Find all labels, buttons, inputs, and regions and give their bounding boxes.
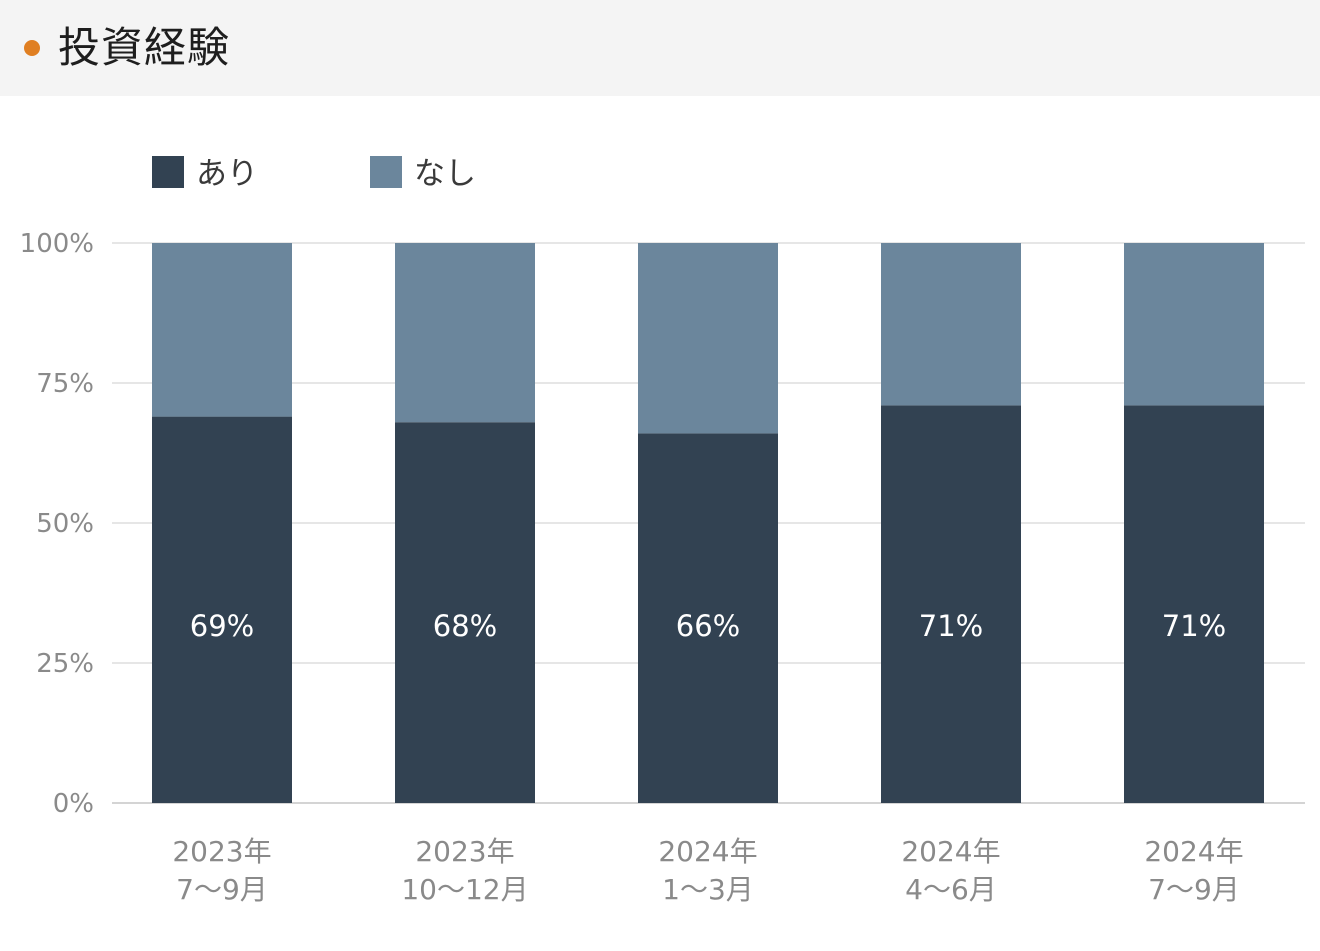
bar-segment-no (881, 243, 1021, 406)
bar-segment-yes (152, 416, 292, 803)
legend: あり なし (152, 156, 476, 192)
y-tick-label: 100% (20, 229, 94, 259)
legend-swatch (370, 156, 402, 188)
bar-segment-yes (395, 422, 535, 803)
bar-segment-no (638, 243, 778, 434)
chart-header: 投資経験 (0, 0, 1320, 96)
x-category-label: 2023年 (172, 835, 271, 868)
legend-label: なし (414, 156, 476, 192)
bar-data-label: 66% (676, 609, 740, 643)
y-tick-label: 0% (53, 789, 94, 819)
bar-segment-no (395, 243, 535, 423)
x-category-label: 2023年 (415, 835, 514, 868)
x-category-label: 7〜9月 (176, 873, 268, 906)
bar-segment-no (152, 243, 292, 417)
x-category-label: 1〜3月 (662, 873, 754, 906)
legend-swatch (152, 156, 184, 188)
y-tick-label: 75% (36, 369, 94, 399)
x-category-label: 2024年 (1144, 835, 1243, 868)
bar-segment-yes (638, 433, 778, 803)
y-tick-label: 25% (36, 649, 94, 679)
bar-data-label: 71% (919, 609, 983, 643)
x-category-label: 2024年 (658, 835, 757, 868)
bar-data-label: 71% (1162, 609, 1226, 643)
y-tick-label: 50% (36, 509, 94, 539)
bar-data-label: 69% (190, 609, 254, 643)
bar-segment-yes (881, 405, 1021, 803)
x-category-label: 2024年 (901, 835, 1000, 868)
x-category-label: 10〜12月 (401, 873, 528, 906)
bar-layer (152, 243, 1264, 803)
chart-title: 投資経験 (58, 23, 231, 72)
header-dot-icon (24, 40, 40, 56)
x-category-label: 4〜6月 (905, 873, 997, 906)
label-layer: 0% 25% 50% 75% 100% 69% 2023年 7〜9月 68% 2023年 10〜12… (20, 229, 1244, 906)
bar-segment-yes (1124, 405, 1264, 803)
bar-data-label: 68% (433, 609, 497, 643)
x-category-label: 7〜9月 (1148, 873, 1240, 906)
bar-segment-no (1124, 243, 1264, 406)
legend-label: あり (196, 156, 258, 192)
